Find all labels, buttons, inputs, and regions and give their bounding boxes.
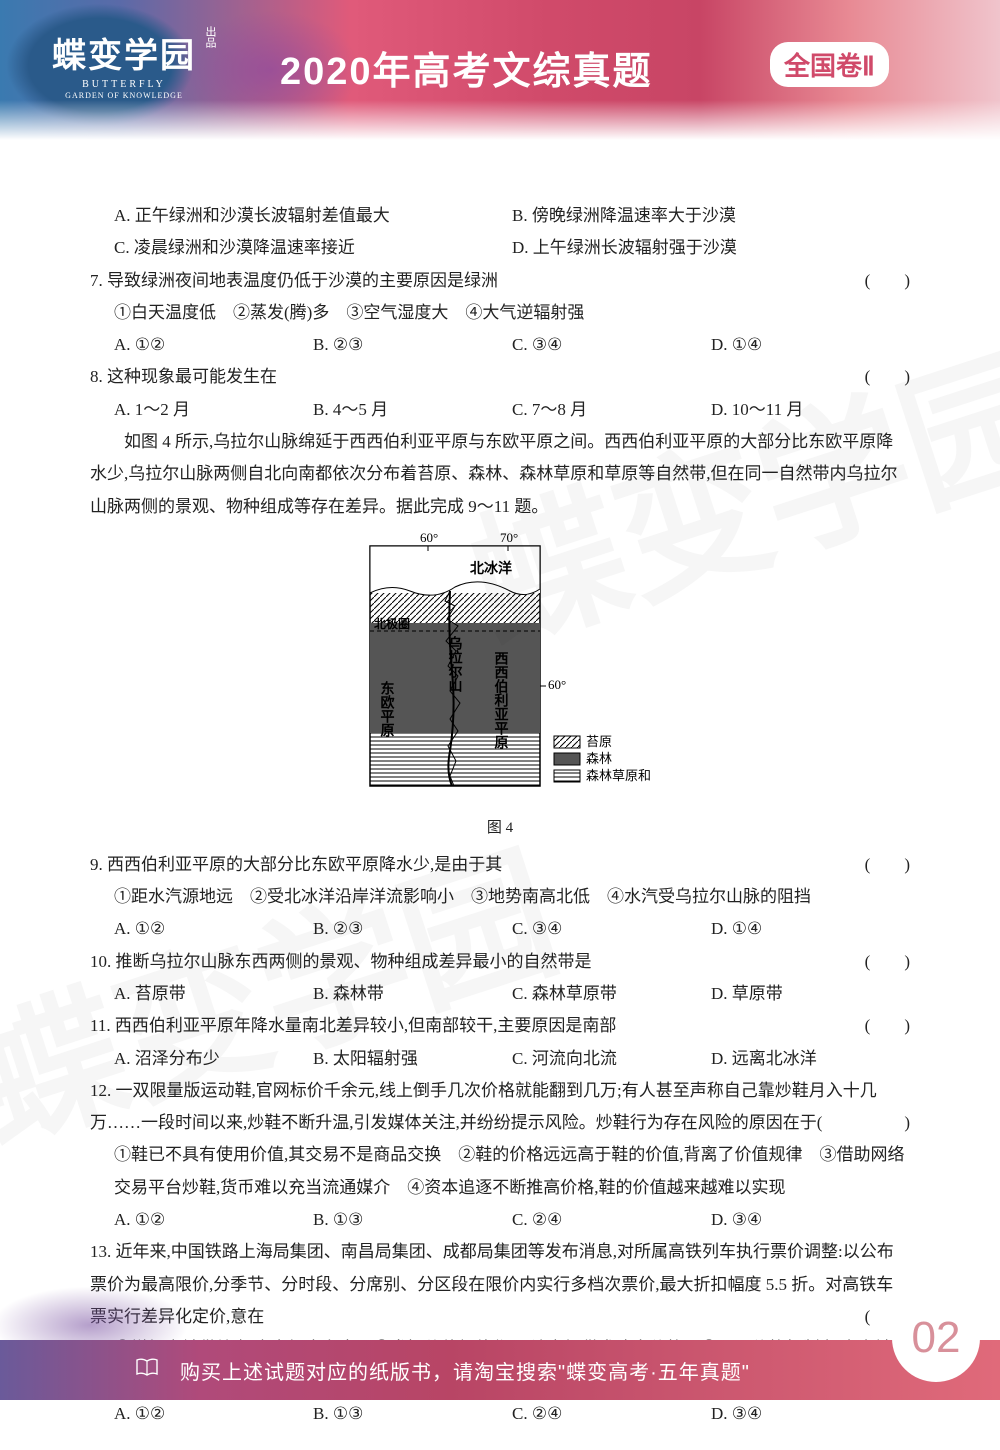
q12-b: B. ①③ (313, 1204, 512, 1236)
answer-paren: ( ) (865, 265, 910, 297)
east-plain: 西西伯利亚平原 (493, 651, 509, 750)
q6-opt-b: B. 傍晚绿洲降温速率大于沙漠 (512, 200, 910, 232)
figure-4: 60° 70° 60° 北冰洋 北极圈 东欧平原 西西伯利亚平原 乌拉尔山 苔原… (90, 531, 910, 812)
q7-sub: ①白天温度低 ②蒸发(腾)多 ③空气湿度大 ④大气逆辐射强 (90, 297, 910, 329)
page-title: 2020年高考文综真题 (280, 40, 653, 95)
west-plain: 东欧平原 (379, 680, 395, 738)
q12-a: A. ①② (114, 1204, 313, 1236)
legend-forest: 森林 (586, 751, 612, 766)
q13-opts: A. ①② B. ①③ C. ②④ D. ③④ (90, 1398, 910, 1430)
legend-tundra: 苔原 (586, 734, 612, 749)
q9-c: C. ③④ (512, 913, 711, 945)
answer-paren: ( ) (865, 1010, 910, 1042)
q7-b: B. ②③ (313, 329, 512, 361)
logo-sub-en1: BUTTERFLY (52, 79, 196, 90)
q11-c: C. 河流向北流 (512, 1043, 711, 1075)
q6-opt-d: D. 上午绿洲长波辐射强于沙漠 (512, 232, 910, 264)
q8-b: B. 4～5 月 (313, 394, 512, 426)
q9-b: B. ②③ (313, 913, 512, 945)
q8-c: C. 7～8 月 (512, 394, 711, 426)
q8-stem: 8. 这种现象最可能发生在 ( ) (90, 361, 910, 393)
q8-a: A. 1～2 月 (114, 394, 313, 426)
q7-d: D. ①④ (711, 329, 910, 361)
q9-a: A. ①② (114, 913, 313, 945)
header-fade (0, 100, 1000, 140)
q13-b: B. ①③ (313, 1398, 512, 1430)
legend-steppe: 森林草原和草原 (586, 768, 650, 783)
q8-d: D. 10～11 月 (711, 394, 910, 426)
page-header: 蝶变学园 出品 BUTTERFLY GARDEN OF KNOWLEDGE 20… (0, 0, 1000, 140)
q11-d: D. 远离北冰洋 (711, 1043, 910, 1075)
q9-stem: 9. 西西伯利亚平原的大部分比东欧平原降水少,是由于其 ( ) (90, 849, 910, 881)
q10-b: B. 森林带 (313, 978, 512, 1010)
q9-opts: A. ①② B. ②③ C. ③④ D. ①④ (90, 913, 910, 945)
answer-paren: ( ) (865, 849, 910, 881)
q8-opts: A. 1～2 月 B. 4～5 月 C. 7～8 月 D. 10～11 月 (90, 394, 910, 426)
q12-stem: 12. 一双限量版运动鞋,官网标价千余元,线上倒手几次价格就能翻到几万;有人甚至… (90, 1075, 910, 1140)
q10-c: C. 森林草原带 (512, 978, 711, 1010)
q6-row2: C. 凌晨绿洲和沙漠降温速率接近 D. 上午绿洲长波辐射强于沙漠 (90, 232, 910, 264)
q11-b: B. 太阳辐射强 (313, 1043, 512, 1075)
q12-c: C. ②④ (512, 1204, 711, 1236)
ural-label: 乌拉尔山 (447, 635, 463, 693)
logo-badge: 出品 (202, 26, 218, 48)
q10-a: A. 苔原带 (114, 978, 313, 1010)
arctic-label: 北极圈 (374, 616, 410, 631)
q12-opts: A. ①② B. ①③ C. ②④ D. ③④ (90, 1204, 910, 1236)
q13-c: C. ②④ (512, 1398, 711, 1430)
q7-opts: A. ①② B. ②③ C. ③④ D. ①④ (90, 329, 910, 361)
figure-caption: 图 4 (90, 814, 910, 843)
q10-stem: 10. 推断乌拉尔山脉东西两侧的景观、物种组成差异最小的自然带是 ( ) (90, 946, 910, 978)
q6-opt-a: A. 正午绿洲和沙漠长波辐射差值最大 (114, 200, 512, 232)
q9-sub: ①距水汽源地远 ②受北冰洋沿岸洋流影响小 ③地势南高北低 ④水汽受乌拉尔山脉的阻… (90, 881, 910, 913)
q11-stem: 11. 西西伯利亚平原年降水量南北差异较小,但南部较干,主要原因是南部 ( ) (90, 1010, 910, 1042)
ural-map-svg: 60° 70° 60° 北冰洋 北极圈 东欧平原 西西伯利亚平原 乌拉尔山 苔原… (350, 531, 650, 801)
page-footer: 购买上述试题对应的纸版书，请淘宝搜索"蝶变高考·五年真题" (0, 1340, 1000, 1400)
q11-a: A. 沼泽分布少 (114, 1043, 313, 1075)
q7-stem: 7. 导致绿洲夜间地表温度仍低于沙漠的主要原因是绿洲 ( ) (90, 265, 910, 297)
q13-d: D. ③④ (711, 1398, 910, 1430)
exam-body: A. 正午绿洲和沙漠长波辐射差值最大 B. 傍晚绿洲降温速率大于沙漠 C. 凌晨… (0, 140, 1000, 1450)
lon-70: 70° (500, 531, 518, 545)
q12-d: D. ③④ (711, 1204, 910, 1236)
lon-60: 60° (420, 531, 438, 545)
answer-paren: ( ) (865, 946, 910, 978)
stem-9-11: 如图 4 所示,乌拉尔山脉绵延于西西伯利亚平原与东欧平原之间。西西伯利亚平原的大… (90, 426, 910, 523)
footer-text: 购买上述试题对应的纸版书，请淘宝搜索"蝶变高考·五年真题" (180, 1356, 750, 1385)
q10-opts: A. 苔原带 B. 森林带 C. 森林草原带 D. 草原带 (90, 978, 910, 1010)
book-icon (135, 1358, 159, 1378)
q7-a: A. ①② (114, 329, 313, 361)
paper-badge: 全国卷Ⅱ (770, 42, 889, 87)
logo-text: 蝶变学园 (52, 28, 196, 77)
lat-60: 60° (548, 677, 566, 692)
sea-label: 北冰洋 (470, 560, 512, 577)
q7-c: C. ③④ (512, 329, 711, 361)
q12-sub: ①鞋已不具有使用价值,其交易不是商品交换 ②鞋的价格远远高于鞋的价值,背离了价值… (90, 1139, 910, 1204)
logo: 蝶变学园 出品 BUTTERFLY GARDEN OF KNOWLEDGE (52, 28, 196, 100)
answer-paren: ( ) (865, 361, 910, 393)
q6-opt-c: C. 凌晨绿洲和沙漠降温速率接近 (114, 232, 512, 264)
logo-sub-en2: GARDEN OF KNOWLEDGE (52, 91, 196, 100)
q10-d: D. 草原带 (711, 978, 910, 1010)
q13-a: A. ①② (114, 1398, 313, 1430)
q6-row1: A. 正午绿洲和沙漠长波辐射差值最大 B. 傍晚绿洲降温速率大于沙漠 (90, 200, 910, 232)
q9-d: D. ①④ (711, 913, 910, 945)
q11-opts: A. 沼泽分布少 B. 太阳辐射强 C. 河流向北流 D. 远离北冰洋 (90, 1043, 910, 1075)
page-number: 02 (892, 1294, 980, 1382)
